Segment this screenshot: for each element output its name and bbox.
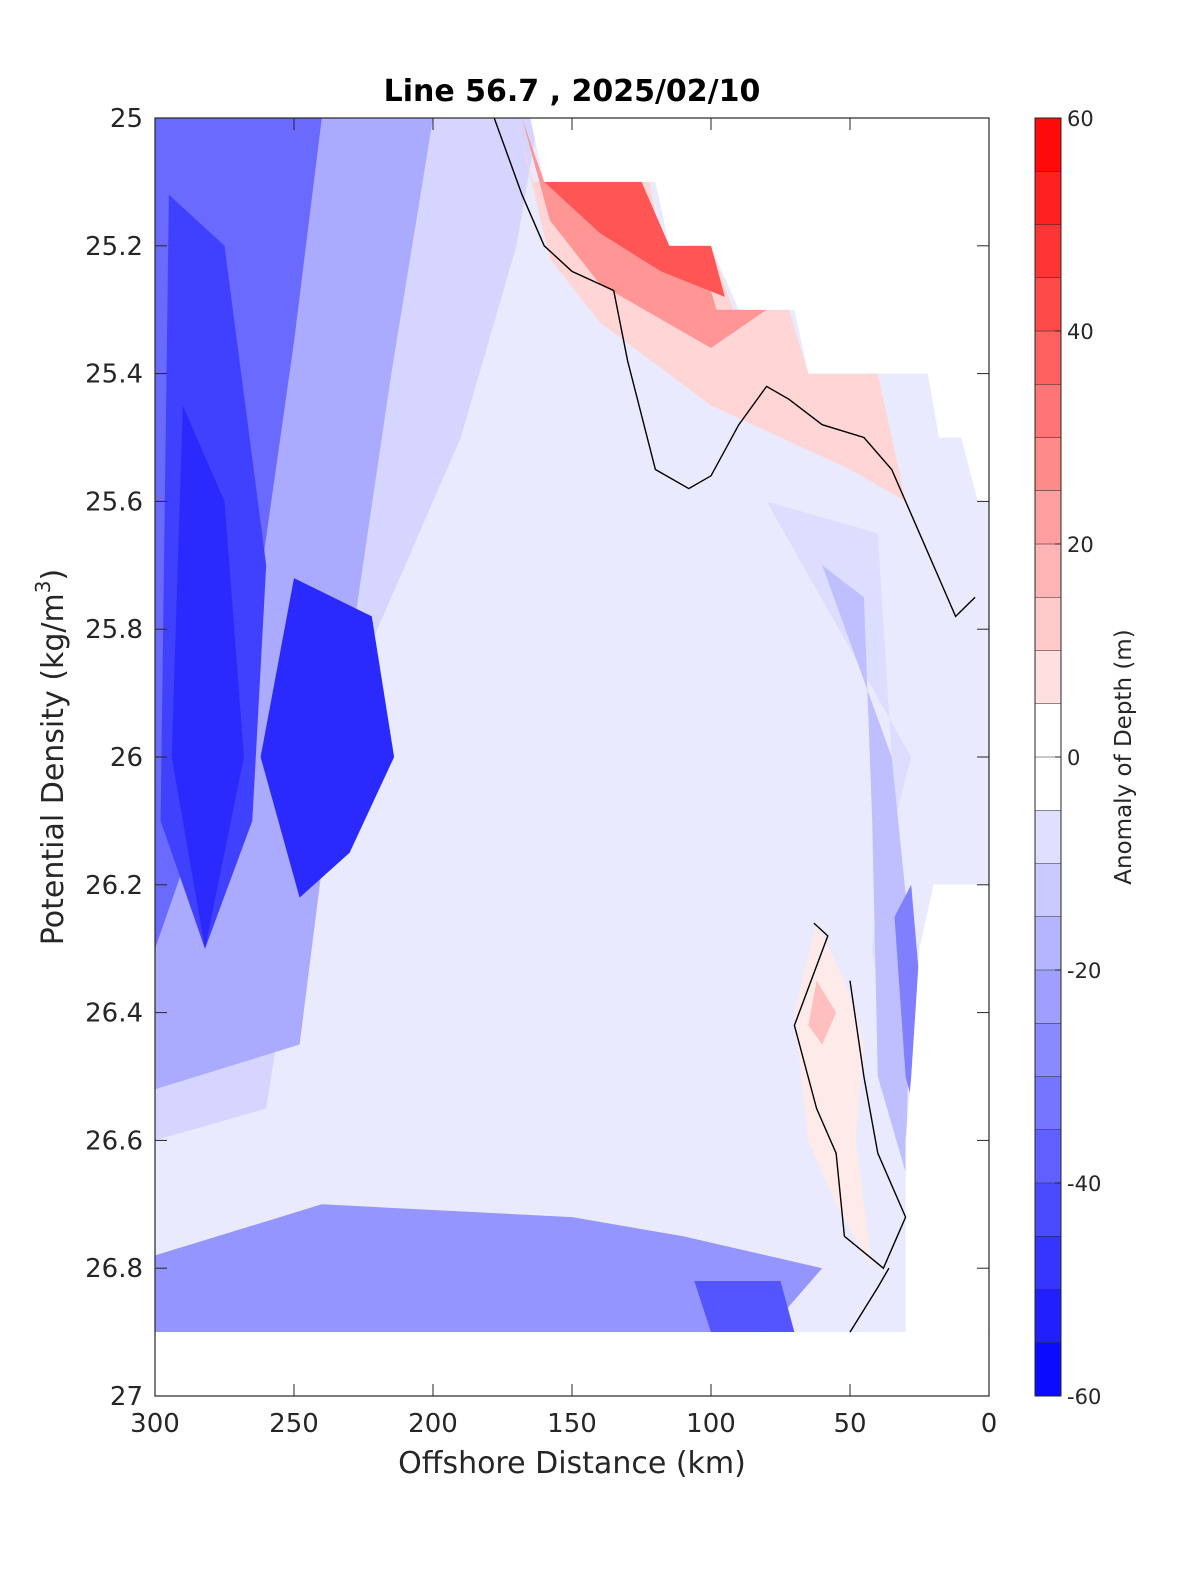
colorbar-label-group: Anomaly of Depth (m) — [1111, 629, 1137, 884]
colorbar-bin-7 — [1035, 970, 1061, 1024]
y-tick-label: 25.4 — [85, 360, 143, 390]
colorbar-bin-1 — [1035, 1289, 1061, 1344]
colorbar-tick-label: 40 — [1067, 320, 1094, 344]
colorbar-tick-label: -20 — [1067, 959, 1101, 983]
no-data-regions — [155, 118, 989, 1396]
colorbar-bin-2 — [1035, 1236, 1061, 1290]
x-tick-label: 300 — [130, 1409, 180, 1439]
y-tick-label: 27 — [110, 1382, 143, 1412]
colorbar-bin-6 — [1035, 1023, 1061, 1077]
y-tick-label: 26 — [110, 743, 143, 773]
anomaly-region-5 — [260, 578, 395, 898]
colorbar-bin-4 — [1035, 1129, 1061, 1184]
y-axis-label-close: ) — [36, 569, 71, 581]
colorbar-bin-18 — [1035, 384, 1061, 438]
colorbar-tick-label: 20 — [1067, 533, 1094, 557]
colorbar-bin-10 — [1035, 810, 1061, 864]
colorbar-bin-19 — [1035, 331, 1061, 385]
colorbar-bin-23 — [1035, 118, 1061, 172]
y-tick-label: 26.8 — [85, 1254, 143, 1284]
x-tick-label: 50 — [833, 1409, 866, 1439]
x-axis: 300 250 200 150 100 50 0 — [130, 118, 997, 1439]
x-tick-label: 150 — [547, 1409, 597, 1439]
colorbar-tick-label: -40 — [1067, 1172, 1101, 1196]
y-tick-label: 25.2 — [85, 232, 143, 262]
colorbar-bin-11 — [1035, 757, 1061, 811]
anomaly-region-15 — [808, 980, 837, 1045]
no-data-region-2 — [155, 1332, 989, 1396]
zero-contour-2 — [849, 1267, 890, 1333]
colorbar-bin-15 — [1035, 544, 1061, 598]
colorbar-bin-20 — [1035, 277, 1061, 332]
colorbar-bin-14 — [1035, 597, 1061, 651]
x-tick-label: 200 — [408, 1409, 458, 1439]
y-tick-label: 25.8 — [85, 615, 143, 645]
y-axis: 25 25.2 25.4 25.6 25.8 26 26.2 26.4 26.6 26.8 27 — [85, 104, 989, 1412]
colorbar-bin-12 — [1035, 703, 1061, 758]
colorbar-bin-0 — [1035, 1342, 1061, 1397]
anomaly-region-9 — [766, 501, 912, 1141]
colorbar-bin-21 — [1035, 224, 1061, 279]
anomaly-region-10 — [822, 565, 912, 1173]
y-axis-label: Potential Density (kg/m3) — [31, 569, 71, 945]
colorbar-bin-3 — [1035, 1183, 1061, 1237]
x-tick-label: 250 — [269, 1409, 319, 1439]
colorbar-bin-16 — [1035, 490, 1061, 545]
anomaly-regions — [155, 118, 920, 1333]
anomaly-region-4 — [171, 405, 244, 949]
y-axis-label-superscript: 3 — [31, 580, 55, 593]
x-axis-label: Offshore Distance (km) — [398, 1446, 746, 1481]
y-tick-label: 25 — [110, 104, 143, 134]
y-tick-label: 26.6 — [85, 1126, 143, 1156]
colorbar-bin-8 — [1035, 916, 1061, 971]
colorbar-bin-22 — [1035, 171, 1061, 225]
y-tick-label: 26.2 — [85, 871, 143, 901]
plot-area — [155, 118, 989, 1396]
colorbar-bin-17 — [1035, 437, 1061, 492]
colorbar-tick-label: -60 — [1067, 1385, 1101, 1409]
y-tick-label: 25.6 — [85, 487, 143, 517]
colorbar-tick-label: 0 — [1067, 746, 1080, 770]
y-axis-label-main: Potential Density (kg/m — [36, 593, 71, 945]
chart-title: Line 56.7 , 2025/02/10 — [384, 74, 761, 109]
x-tick-label: 100 — [686, 1409, 736, 1439]
y-axis-label-group: Potential Density (kg/m3) — [31, 569, 71, 945]
colorbar — [1035, 118, 1061, 1397]
colorbar-bin-13 — [1035, 650, 1061, 705]
y-tick-label: 26.4 — [85, 999, 143, 1029]
colorbar-ticks: 60 40 20 0 -20 -40 -60 — [1055, 107, 1101, 1409]
anomaly-region-12 — [155, 1204, 823, 1333]
colorbar-label: Anomaly of Depth (m) — [1111, 629, 1137, 884]
colorbar-bin-9 — [1035, 863, 1061, 918]
no-data-region-1 — [905, 884, 989, 1333]
x-tick-label: 0 — [981, 1409, 998, 1439]
colorbar-tick-label: 60 — [1067, 107, 1094, 131]
no-data-region-0 — [530, 118, 989, 502]
anomaly-region-13 — [694, 1281, 795, 1333]
zero-contour-1 — [793, 922, 907, 1270]
zero-contour-0 — [493, 118, 976, 618]
zero-contours — [493, 118, 976, 1333]
colorbar-bin-5 — [1035, 1076, 1061, 1131]
anomaly-region-8 — [544, 181, 725, 297]
